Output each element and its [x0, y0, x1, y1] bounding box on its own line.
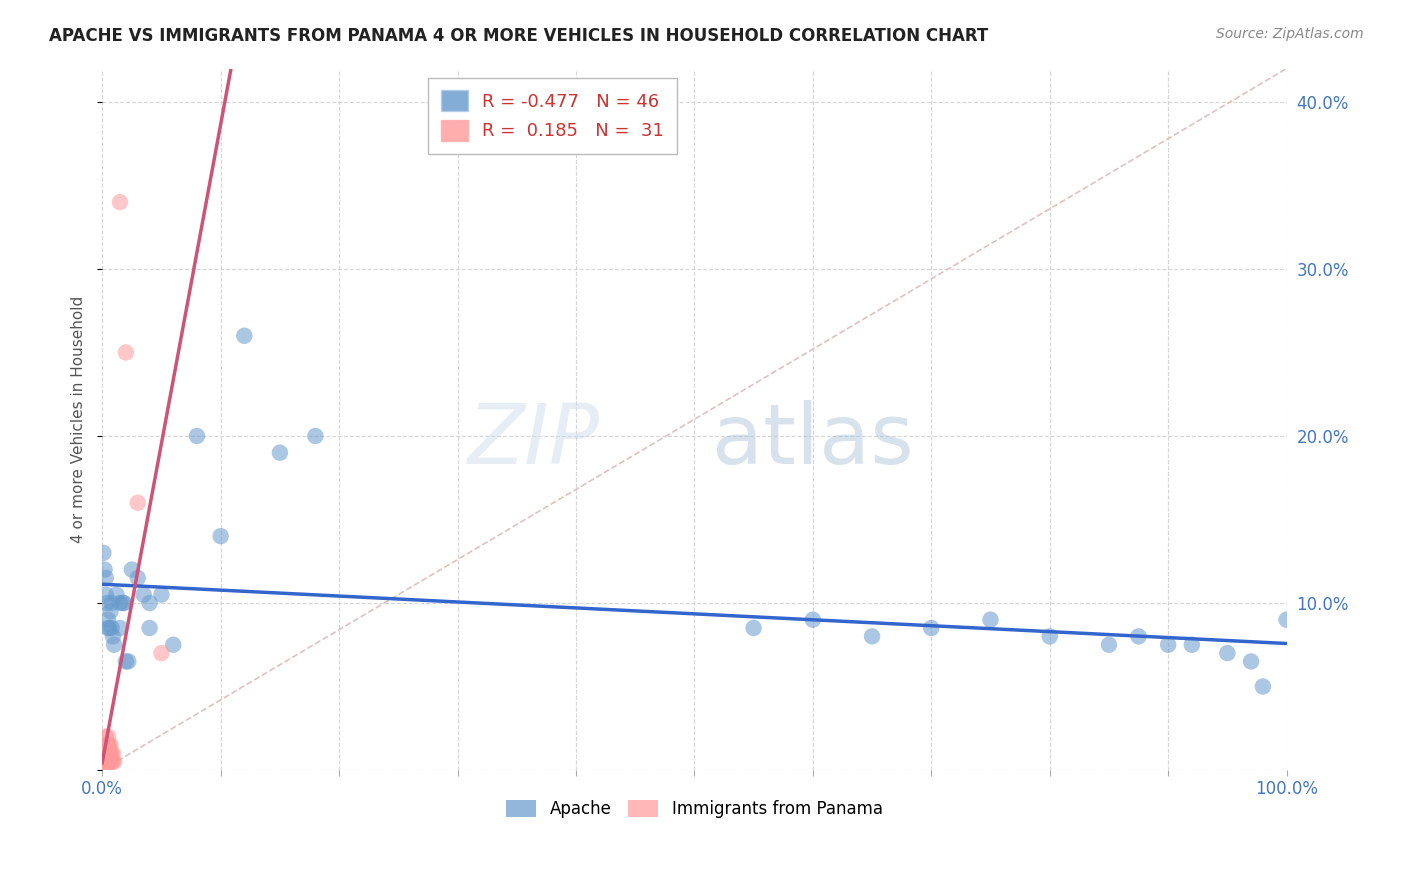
Text: Source: ZipAtlas.com: Source: ZipAtlas.com [1216, 27, 1364, 41]
Point [304, 429, 326, 443]
Point [269, 445, 291, 459]
Point [1157, 638, 1180, 652]
Point [93, 546, 115, 560]
Point [127, 496, 149, 510]
Point [97, 755, 120, 769]
Point [94, 747, 117, 761]
Point [801, 613, 824, 627]
Point [98, 747, 121, 761]
Point [162, 638, 184, 652]
Point [150, 646, 173, 660]
Point [93, 755, 115, 769]
Point [860, 629, 883, 643]
Point [100, 747, 122, 761]
Point [94, 571, 117, 585]
Point [98, 621, 121, 635]
Point [94, 755, 117, 769]
Point [94, 588, 117, 602]
Point [920, 621, 942, 635]
Point [108, 596, 131, 610]
Point [98, 738, 121, 752]
Point [96, 755, 118, 769]
Point [93, 747, 115, 761]
Point [94, 730, 117, 744]
Point [115, 655, 138, 669]
Point [112, 596, 135, 610]
Point [100, 596, 122, 610]
Point [138, 621, 160, 635]
Point [115, 345, 138, 359]
Point [101, 747, 124, 761]
Point [94, 738, 117, 752]
Point [96, 747, 118, 761]
Point [138, 596, 160, 610]
Text: ZIP: ZIP [468, 400, 599, 481]
Point [121, 563, 143, 577]
Text: atlas: atlas [711, 400, 914, 481]
Point [96, 738, 118, 752]
Point [1181, 638, 1204, 652]
Point [100, 747, 122, 761]
Point [979, 613, 1001, 627]
Point [1275, 613, 1298, 627]
Legend: Apache, Immigrants from Panama: Apache, Immigrants from Panama [499, 793, 889, 825]
Point [132, 588, 155, 602]
Point [96, 596, 118, 610]
Point [209, 529, 232, 543]
Point [97, 730, 120, 744]
Point [1240, 655, 1263, 669]
Point [97, 738, 120, 752]
Point [97, 747, 120, 761]
Point [103, 755, 125, 769]
Point [101, 755, 124, 769]
Point [105, 588, 128, 602]
Point [1039, 629, 1062, 643]
Point [93, 747, 115, 761]
Point [117, 655, 139, 669]
Point [1251, 680, 1274, 694]
Point [127, 571, 149, 585]
Point [101, 629, 124, 643]
Point [100, 621, 122, 635]
Point [93, 738, 115, 752]
Point [97, 621, 120, 635]
Point [150, 588, 173, 602]
Point [1098, 638, 1121, 652]
Point [108, 621, 131, 635]
Point [233, 328, 256, 343]
Point [100, 738, 122, 752]
Point [112, 596, 135, 610]
Text: APACHE VS IMMIGRANTS FROM PANAMA 4 OR MORE VEHICLES IN HOUSEHOLD CORRELATION CHA: APACHE VS IMMIGRANTS FROM PANAMA 4 OR MO… [49, 27, 988, 45]
Point [186, 429, 208, 443]
Point [1128, 629, 1150, 643]
Point [93, 563, 115, 577]
Point [1216, 646, 1239, 660]
Point [103, 638, 125, 652]
Point [742, 621, 765, 635]
Point [97, 613, 120, 627]
Point [100, 755, 122, 769]
Point [100, 755, 122, 769]
Point [93, 755, 115, 769]
Point [108, 195, 131, 210]
Point [98, 755, 121, 769]
Y-axis label: 4 or more Vehicles in Household: 4 or more Vehicles in Household [72, 295, 86, 543]
Point [100, 604, 122, 618]
